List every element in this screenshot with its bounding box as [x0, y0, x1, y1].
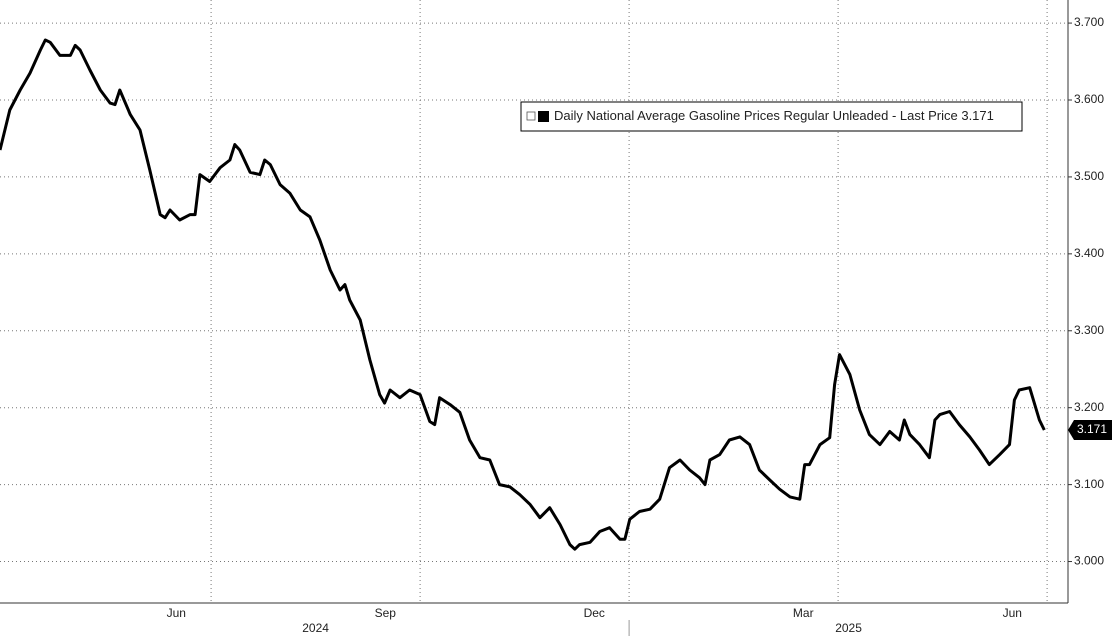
x-tick-label: Mar [793, 606, 814, 620]
legend-box [520, 101, 1023, 132]
legend-series-name: Daily National Average Gasoline Prices R… [554, 108, 888, 123]
legend: Daily National Average Gasoline Prices R… [520, 101, 1023, 132]
line [0, 38, 1046, 551]
y-tick-label: 3.500 [1074, 169, 1104, 183]
x-tick-label: Dec [584, 606, 605, 620]
y-tick-label: 3.300 [1074, 323, 1104, 337]
y-tick-label: 3.100 [1074, 477, 1104, 491]
x-tick-label: Sep [375, 606, 397, 620]
x-tick-label: Jun [167, 606, 186, 620]
legend-icon [526, 111, 536, 121]
y-tick-label: 3.600 [1074, 92, 1104, 106]
legend-swatch [538, 111, 549, 122]
legend-last-label: - Last Price [892, 108, 958, 123]
last-price-label: 3.171 [1077, 422, 1107, 436]
last-price-marker [1068, 420, 1112, 440]
legend-last-value: 3.171 [961, 108, 994, 123]
year-label: 2024 [302, 621, 329, 635]
legend-text: Daily National Average Gasoline Prices R… [554, 108, 994, 123]
y-tick-label: 3.000 [1074, 554, 1104, 568]
y-tick-label: 3.400 [1074, 246, 1104, 260]
x-tick-label: Jun [1003, 606, 1022, 620]
year-label: 2025 [835, 621, 862, 635]
y-tick-label: 3.700 [1074, 15, 1104, 29]
y-tick-label: 3.200 [1074, 400, 1104, 414]
